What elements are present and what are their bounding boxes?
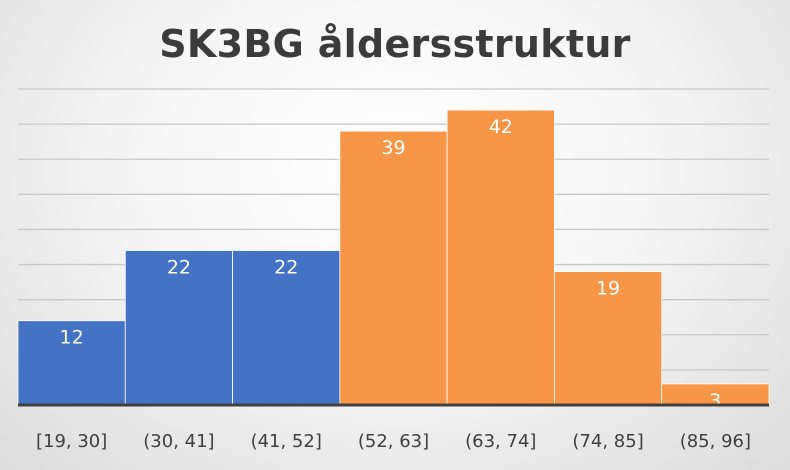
data-label-6: 3 xyxy=(709,390,721,412)
x-tick-label-6: (85, 96] xyxy=(680,431,751,452)
x-tick-label-4: (63, 74] xyxy=(465,431,536,452)
bar-4 xyxy=(446,109,555,406)
data-label-5: 19 xyxy=(596,278,620,300)
bar-0 xyxy=(17,320,126,406)
x-tick-label-5: (74, 85] xyxy=(572,431,643,452)
bar-1 xyxy=(124,250,233,406)
bar-3 xyxy=(339,130,448,406)
x-tick-label-3: (52, 63] xyxy=(358,431,429,452)
bar-2 xyxy=(232,250,341,406)
x-tick-label-0: [19, 30] xyxy=(36,431,107,452)
x-tick-label-1: (30, 41] xyxy=(143,431,214,452)
x-tick-label-2: (41, 52] xyxy=(251,431,322,452)
data-label-1: 22 xyxy=(167,257,191,279)
chart-title: SK3BG åldersstruktur xyxy=(159,22,631,66)
bar-5 xyxy=(554,271,663,406)
data-label-0: 12 xyxy=(60,327,84,349)
data-label-2: 22 xyxy=(274,257,298,279)
data-label-3: 39 xyxy=(381,137,405,159)
data-label-4: 42 xyxy=(489,116,513,138)
